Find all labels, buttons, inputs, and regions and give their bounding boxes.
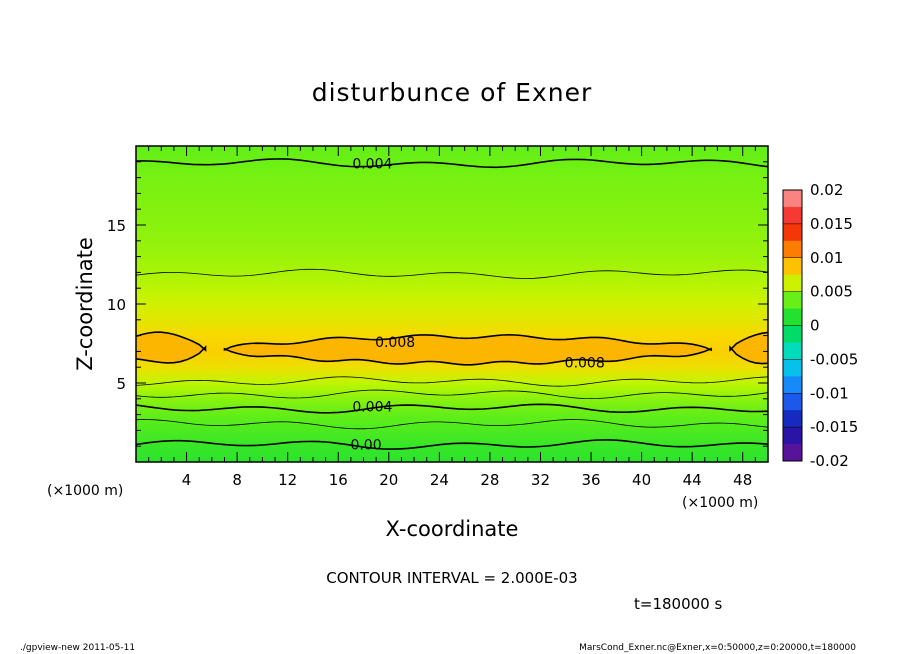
x-unit-right: (×1000 m)	[682, 495, 758, 511]
x-tick-label: 36	[581, 471, 600, 489]
x-tick-label: 4	[182, 471, 192, 489]
contour-label: 0.004	[352, 156, 392, 172]
x-tick-label: 8	[232, 471, 242, 489]
contour-line	[136, 439, 768, 450]
y-tick-label: 5	[116, 375, 126, 393]
colorbar-cell	[783, 257, 802, 276]
colorbar-cell	[783, 444, 802, 462]
colorbar-cell	[783, 342, 802, 360]
max-region-contour	[729, 331, 768, 365]
x-tick-label: 16	[329, 471, 348, 489]
y-axis-label: Z-coordinate	[73, 237, 97, 371]
colorbar-cell	[783, 308, 802, 326]
colorbar-cell	[783, 240, 802, 259]
contour-line	[136, 419, 768, 430]
x-ticks: 4 8 12 16 20 24 28 32 36 40 44 48	[148, 146, 756, 489]
colorbar-cell	[783, 291, 802, 310]
colorbar-cell	[783, 410, 802, 428]
x-tick-label: 12	[278, 471, 297, 489]
colorbar-tick-label: -0.015	[810, 418, 858, 436]
colorbar-tick-label: 0.005	[810, 283, 853, 301]
time-label: t=180000 s	[634, 595, 722, 613]
colorbar-tick-label: -0.01	[810, 384, 849, 402]
colorbar-cell	[783, 376, 802, 394]
colorbar-cell	[783, 427, 802, 445]
plot-field	[136, 146, 768, 462]
colorbar-tick-label: 0.01	[810, 249, 843, 267]
colorbar-cell	[783, 190, 802, 208]
x-tick-label: 24	[430, 471, 449, 489]
colorbar-cells	[783, 190, 802, 462]
footer-right: MarsCond_Exner.nc@Exner,x=0:50000,z=0:20…	[579, 643, 856, 653]
x-tick-label: 28	[480, 471, 499, 489]
footer-left: ./gpview-new 2011-05-11	[20, 643, 135, 653]
x-tick-label: 48	[733, 471, 752, 489]
y-tick-label: 15	[107, 217, 126, 235]
contour-label: 0.008	[375, 335, 415, 351]
contour-line	[136, 376, 768, 387]
colorbar-tick-label: 0	[810, 317, 820, 335]
colorbar-tick-label: -0.005	[810, 350, 858, 368]
contour-lines	[136, 158, 768, 450]
y-tick-label: 10	[107, 296, 126, 314]
contour-labels: 0.004 0.008 0.008 0.004 0.00	[350, 156, 604, 453]
x-tick-label: 40	[632, 471, 651, 489]
x-tick-label: 20	[379, 471, 398, 489]
max-region-contour	[223, 333, 712, 366]
contour-line	[136, 268, 768, 279]
contour-line	[136, 403, 768, 414]
colorbar-cell	[783, 206, 802, 225]
contour-interval-note: CONTOUR INTERVAL = 2.000E-03	[326, 569, 577, 587]
colorbar-tick-label: 0.02	[810, 181, 843, 199]
colorbar-cell	[783, 359, 802, 377]
chart-title: disturbunce of Exner	[312, 78, 593, 107]
x-tick-label: 44	[683, 471, 702, 489]
colorbar-cell	[783, 274, 802, 293]
colorbar: 0.02 0.015 0.01 0.005 0 -0.005 -0.01 -0.015 -0.0…	[782, 181, 858, 470]
contour-label: 0.004	[352, 400, 392, 416]
y-ticks: 5 10 15	[107, 161, 768, 447]
contour-line	[136, 158, 768, 169]
contour-label: 0.008	[565, 355, 605, 371]
max-region-contour	[136, 331, 207, 364]
max-region-lenses	[136, 331, 768, 366]
contour-line	[136, 389, 768, 400]
colorbar-cell	[783, 223, 802, 242]
colorbar-tick-label: -0.02	[810, 452, 849, 470]
contour-label: 0.00	[350, 438, 381, 454]
x-tick-label: 32	[531, 471, 550, 489]
x-axis-label: X-coordinate	[386, 517, 519, 541]
colorbar-cell	[783, 325, 802, 343]
colorbar-ticks: 0.02 0.015 0.01 0.005 0 -0.005 -0.01 -0.015 -0.0…	[783, 181, 858, 470]
x-unit-left: (×1000 m)	[47, 483, 123, 499]
colorbar-tick-label: 0.015	[810, 215, 853, 233]
colorbar-cell	[783, 393, 802, 411]
